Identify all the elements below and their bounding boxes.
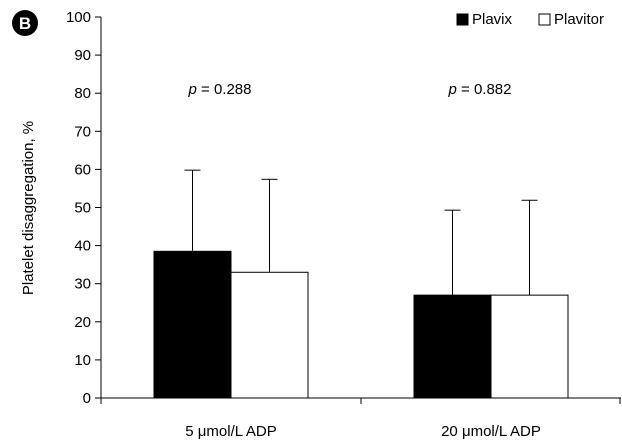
y-tick-label: 80: [74, 85, 91, 102]
y-tick-label: 100: [66, 9, 91, 26]
y-tick-label: 90: [74, 47, 91, 64]
bar-plavitor: [490, 294, 569, 399]
x-category-label: 20 μmol/L ADP: [441, 423, 541, 440]
y-tick-label: 0: [83, 390, 91, 407]
legend-swatch-plavix: [456, 13, 469, 26]
bar-plavix: [153, 250, 232, 399]
y-tick-label: 30: [74, 276, 91, 293]
y-axis-title: Platelet disaggregation, %: [20, 121, 37, 295]
p-value-annotation: p = 0.882: [448, 81, 512, 98]
panel-badge: B: [12, 10, 38, 36]
x-axis: 5 μmol/L ADP 20 μmol/L ADP: [100, 397, 621, 440]
y-tick-label: 60: [74, 161, 91, 178]
bar-plavix: [413, 294, 492, 399]
x-category-label: 5 μmol/L ADP: [185, 423, 276, 440]
y-tick-label: 40: [74, 238, 91, 255]
panel-badge-circle: [12, 10, 38, 36]
legend-swatch-plavitor: [538, 13, 551, 26]
y-tick-label: 20: [74, 314, 91, 331]
y-tick-label: 10: [74, 352, 91, 369]
annotations: p = 0.288 p = 0.882: [188, 81, 512, 98]
p-value-annotation: p = 0.288: [188, 81, 252, 98]
y-tick-label: 70: [74, 123, 91, 140]
plot-area: [153, 169, 569, 399]
y-axis: 0 10 20 30 40 50 60 70 80 90 100: [66, 9, 102, 407]
panel-letter: B: [19, 14, 31, 33]
legend: Plavix Plavitor: [456, 11, 604, 28]
bar-plavitor: [230, 271, 309, 399]
y-tick-label: 50: [74, 200, 91, 217]
legend-label-plavix: Plavix: [472, 11, 513, 28]
legend-label-plavitor: Plavitor: [554, 11, 604, 28]
